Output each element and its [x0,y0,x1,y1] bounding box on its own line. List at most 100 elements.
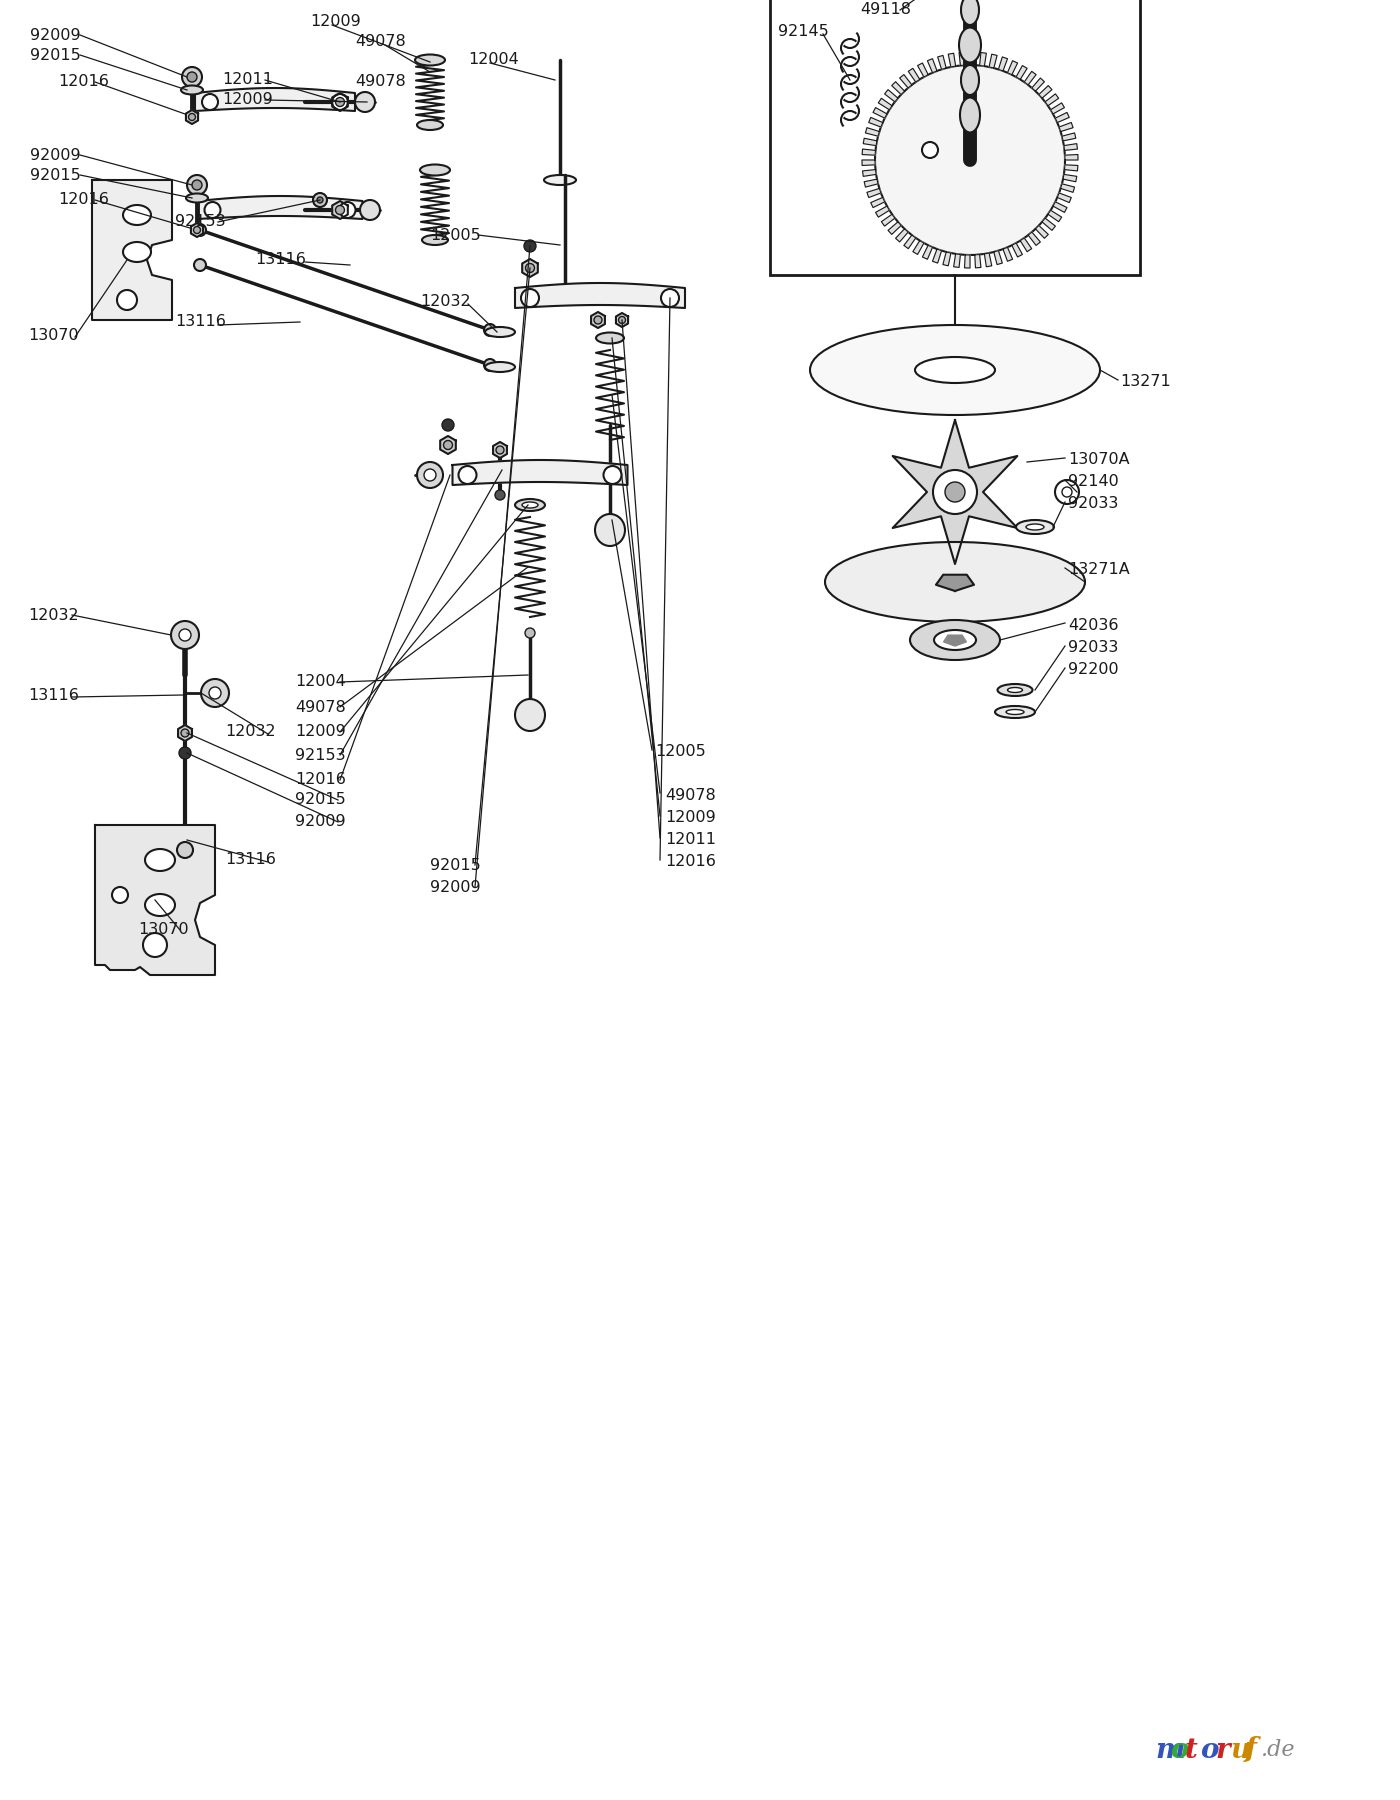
Ellipse shape [959,27,981,63]
Text: 42036: 42036 [1068,617,1119,632]
Polygon shape [1065,155,1078,160]
Text: 92015: 92015 [295,792,346,808]
Polygon shape [871,198,885,207]
Polygon shape [452,461,627,484]
Circle shape [444,441,452,450]
Polygon shape [1036,225,1049,238]
Polygon shape [862,169,876,176]
Polygon shape [1056,112,1070,122]
Polygon shape [1049,211,1061,221]
Polygon shape [616,313,629,328]
Circle shape [193,227,200,234]
Ellipse shape [421,236,448,245]
Circle shape [195,223,206,236]
Polygon shape [332,94,347,112]
Circle shape [179,628,190,641]
Polygon shape [1012,243,1022,257]
Ellipse shape [123,241,151,263]
Ellipse shape [549,290,581,301]
Polygon shape [332,202,347,220]
Ellipse shape [934,630,976,650]
Ellipse shape [1016,520,1054,535]
Polygon shape [1061,184,1075,193]
Polygon shape [1053,202,1067,212]
Polygon shape [893,419,1018,563]
Polygon shape [984,254,991,266]
Polygon shape [900,74,911,88]
Polygon shape [875,207,889,218]
Text: 92153: 92153 [175,214,225,229]
Text: 12032: 12032 [28,608,78,623]
Circle shape [496,446,504,454]
Text: 12009: 12009 [309,14,361,29]
Circle shape [339,202,356,218]
Ellipse shape [1007,709,1023,715]
Circle shape [484,358,496,371]
Text: 92033: 92033 [1068,641,1119,655]
Ellipse shape [910,619,1000,661]
Polygon shape [882,214,895,227]
Polygon shape [190,223,203,238]
Polygon shape [990,54,997,68]
Ellipse shape [515,499,545,511]
Circle shape [417,463,442,488]
Circle shape [188,175,207,194]
Text: 12032: 12032 [225,724,276,740]
Circle shape [875,65,1065,256]
Text: 13116: 13116 [255,252,305,268]
Circle shape [176,842,193,859]
Polygon shape [974,254,981,268]
Ellipse shape [522,502,538,508]
Polygon shape [862,149,875,155]
Circle shape [424,470,435,481]
Polygon shape [515,283,685,308]
Polygon shape [1058,122,1072,131]
Polygon shape [522,259,538,277]
Ellipse shape [420,164,449,176]
Text: 12032: 12032 [420,295,470,310]
Polygon shape [865,128,879,137]
Ellipse shape [995,706,1035,718]
Text: 12016: 12016 [665,855,715,869]
Circle shape [603,466,622,484]
Ellipse shape [146,850,175,871]
Polygon shape [904,236,916,248]
Circle shape [336,97,344,106]
Polygon shape [980,52,987,67]
Polygon shape [186,110,197,124]
Text: 92015: 92015 [430,857,480,873]
Polygon shape [1021,238,1032,252]
Ellipse shape [146,895,175,916]
Text: r: r [1215,1737,1229,1764]
Ellipse shape [414,54,445,65]
Circle shape [181,729,189,736]
Polygon shape [1046,94,1058,106]
Ellipse shape [811,326,1100,416]
Polygon shape [1057,193,1071,203]
Ellipse shape [515,698,545,731]
Text: 12004: 12004 [468,52,519,67]
Polygon shape [888,221,902,234]
Text: 13116: 13116 [28,688,78,702]
Circle shape [442,419,454,430]
Polygon shape [92,180,172,320]
Circle shape [316,196,323,203]
Circle shape [118,290,137,310]
Text: 12011: 12011 [665,832,715,848]
Text: 92153: 92153 [295,747,346,763]
Circle shape [496,490,505,500]
Circle shape [182,67,202,86]
Text: 13271A: 13271A [1068,562,1130,578]
Circle shape [525,628,535,637]
Circle shape [171,621,199,650]
Text: 12005: 12005 [655,745,706,760]
Polygon shape [197,196,363,220]
Polygon shape [864,180,878,187]
Ellipse shape [1026,524,1044,529]
Text: 92140: 92140 [1068,475,1119,490]
Text: 12009: 12009 [295,724,346,740]
Polygon shape [970,52,976,65]
Text: t: t [1184,1737,1198,1764]
Text: 12011: 12011 [223,72,273,88]
Polygon shape [493,443,507,457]
